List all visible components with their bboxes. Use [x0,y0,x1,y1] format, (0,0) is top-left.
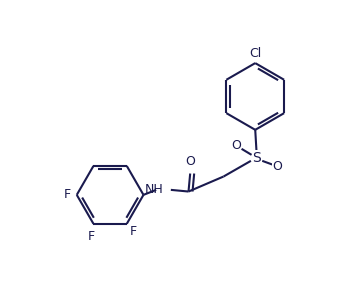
Text: NH: NH [145,183,163,196]
Text: O: O [231,139,241,152]
Text: F: F [64,188,71,201]
Text: F: F [88,230,95,243]
Text: O: O [185,154,195,168]
Text: F: F [130,225,137,239]
Text: Cl: Cl [249,47,262,60]
Text: S: S [252,151,261,165]
Text: O: O [273,160,282,173]
